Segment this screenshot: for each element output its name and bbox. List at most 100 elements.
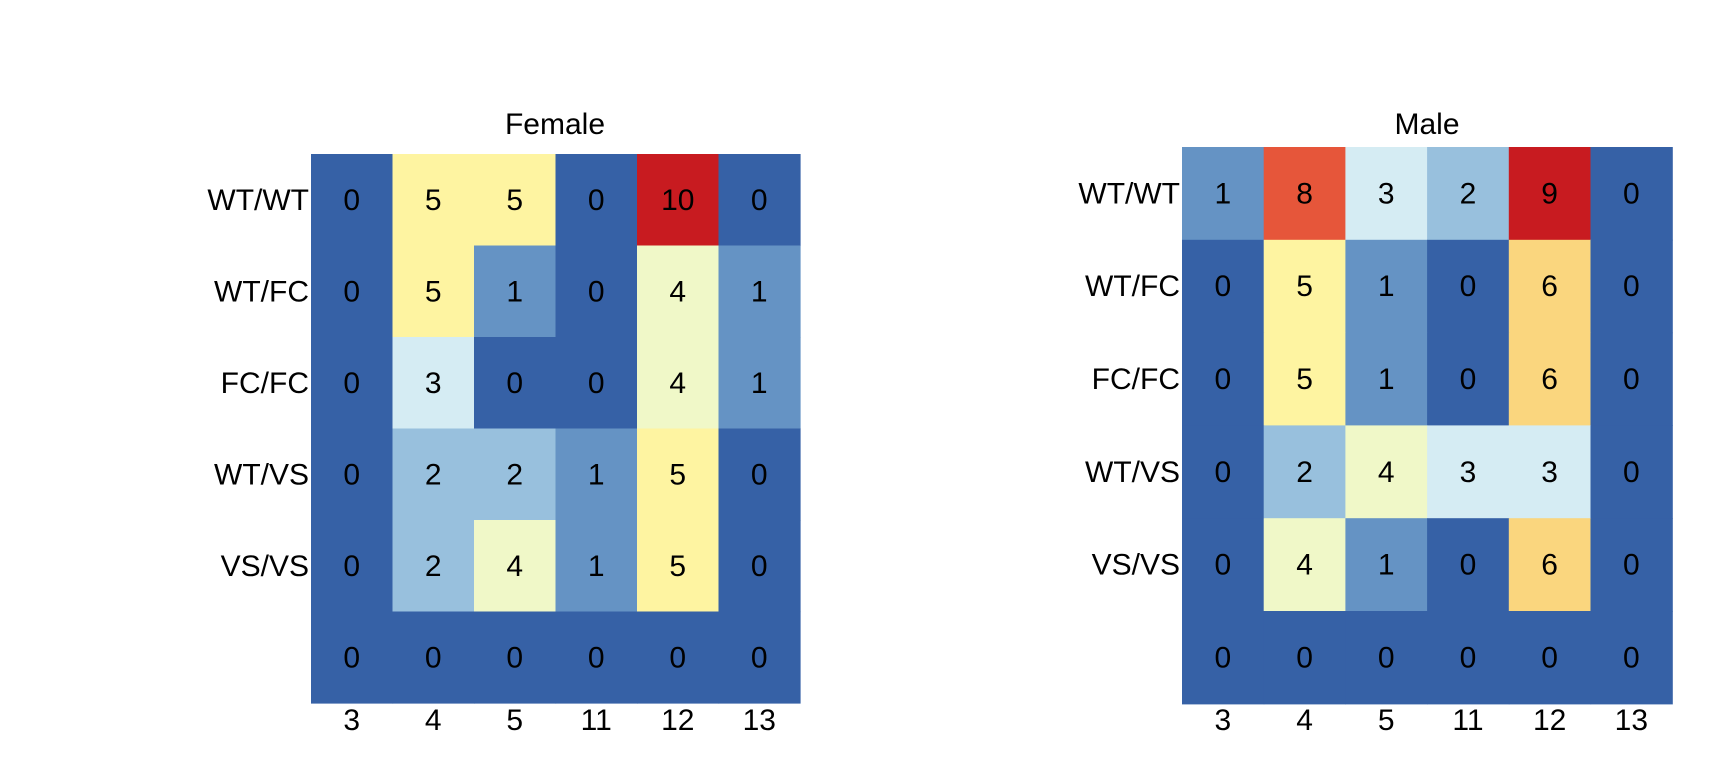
heatmap-cell [1590,518,1673,612]
cell-value-label: 10 [661,184,694,217]
column-label: 5 [1378,704,1395,737]
cell-value-label: 0 [343,641,360,674]
heatmap-cell [311,337,394,430]
row-label: WT/VS [1085,456,1180,489]
heatmap-cell [1590,147,1673,241]
heatmap-cell [637,154,720,247]
cell-value-label: 1 [1215,177,1232,210]
cell-value-label: 0 [588,184,605,217]
column-label: 13 [743,704,776,737]
cell-value-label: 1 [588,550,605,583]
panel-title: Female [505,108,605,141]
cell-value-label: 4 [669,275,686,308]
heatmap-cell [555,154,638,247]
heatmap-cell [555,428,638,521]
cell-value-label: 0 [1460,270,1477,303]
heatmap-cell [1182,147,1265,241]
heatmap-cell [1508,518,1592,612]
heatmap-cell [1508,611,1592,705]
cell-value-label: 0 [506,641,523,674]
heatmap-cell [718,245,801,338]
heatmap-cell [1427,425,1510,519]
column-label: 3 [343,704,360,737]
cell-value-label: 2 [506,458,523,491]
cell-value-label: 0 [1215,270,1232,303]
cell-value-label: 0 [343,184,360,217]
cell-value-label: 0 [1215,456,1232,489]
heatmap-cell [1590,332,1673,426]
heatmap-panel-1: 1 8 3 2 9 00 5 1 0 6 00 5 1 0 6 00 2 4 3 3 00 4 1 0 6 00 0 0 0 0 0Male… [1078,108,1673,737]
heatmap-cell [1263,239,1346,334]
cell-value-label: 1 [588,458,605,491]
cell-value-label: 5 [506,184,523,217]
heatmap-cell [1508,425,1592,519]
heatmap-cell [1590,239,1673,334]
heatmap-cell [1345,239,1428,334]
row-label: VS/VS [1092,549,1180,582]
heatmap-cell [718,428,801,521]
heatmap-cell [1427,332,1510,426]
cell-value-label: 8 [1296,177,1313,210]
cell-value-label: 5 [1296,270,1313,303]
column-label: 13 [1615,704,1648,737]
cell-value-label: 5 [425,184,442,217]
heatmap-cell [392,428,475,521]
heatmap-cell [474,154,557,247]
heatmap-cell [637,337,720,430]
heatmap-cell [1427,147,1510,241]
heatmap-cell [474,337,557,430]
heatmap-cell [1345,611,1428,705]
cell-value-label: 0 [1623,641,1640,674]
cell-value-label: 2 [1460,177,1477,210]
heatmap-cell [718,520,801,613]
row-label: VS/VS [221,550,309,583]
cell-value-label: 1 [1378,549,1395,582]
cell-value-label: 0 [588,641,605,674]
heatmap-cell [1508,332,1592,426]
heatmap-cell [311,154,394,247]
cell-value-label: 3 [1378,177,1395,210]
cell-value-label: 0 [1623,363,1640,396]
cell-value-label: 1 [751,275,768,308]
cell-value-label: 4 [506,550,523,583]
cell-value-label: 0 [1215,549,1232,582]
heatmap-cell [1263,518,1346,612]
heatmap-cell [1508,239,1592,334]
row-label: WT/FC [1085,270,1180,303]
heatmap-cell [555,337,638,430]
cell-value-label: 6 [1541,363,1558,396]
heatmap-cell [555,245,638,338]
cell-value-label: 0 [751,641,768,674]
cell-value-label: 0 [588,367,605,400]
cell-value-label: 4 [669,367,686,400]
heatmap-cell [1508,147,1592,241]
heatmap-cell [1182,611,1265,705]
cell-value-label: 1 [1378,363,1395,396]
heatmap-cell [1263,611,1346,705]
cell-value-label: 3 [1541,456,1558,489]
cell-value-label: 0 [1460,363,1477,396]
heatmap-cell [1182,425,1265,519]
heatmap-cell [718,154,801,247]
heatmap-cell [1182,518,1265,612]
heatmap-cell [718,337,801,430]
cell-value-label: 9 [1541,177,1558,210]
heatmap-cell [637,520,720,613]
cell-value-label: 3 [425,367,442,400]
heatmap-cell [555,611,638,704]
row-label: WT/WT [207,184,309,217]
cell-value-label: 5 [669,550,686,583]
cell-value-label: 2 [1296,456,1313,489]
heatmap-cell [392,337,475,430]
cell-value-label: 0 [751,458,768,491]
cell-value-label: 0 [1215,641,1232,674]
heatmap-cell [1345,332,1428,426]
cell-value-label: 0 [343,367,360,400]
cell-value-label: 4 [1296,549,1313,582]
cell-value-label: 0 [1623,177,1640,210]
cell-value-label: 2 [425,458,442,491]
heatmap-cell [1263,332,1346,426]
cell-value-label: 3 [1460,456,1477,489]
column-label: 5 [506,704,523,737]
